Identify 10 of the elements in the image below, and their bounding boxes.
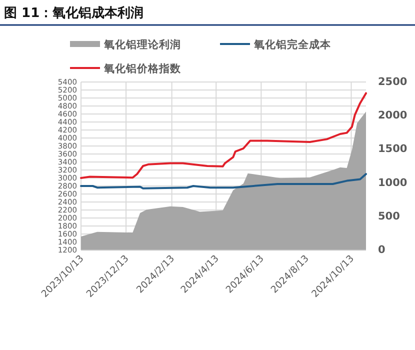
y2-tick-label: 2000 (378, 110, 408, 122)
y2-tick-label: 1000 (378, 176, 408, 189)
legend-label: 氧化铝完全成本 (253, 38, 332, 51)
y2-tick-label: 500 (378, 210, 400, 222)
legend-label: 氧化铝理论利润 (103, 38, 181, 51)
y2-tick-label: 1500 (378, 143, 408, 156)
y2-tick-label: 2500 (378, 76, 408, 88)
title: 图 11：氧化铝成本利润 (4, 6, 144, 21)
y2-tick-label: 0 (378, 244, 386, 256)
legend-label: 氧化铝价格指数 (103, 62, 182, 75)
